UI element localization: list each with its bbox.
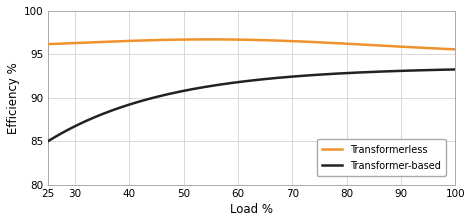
Y-axis label: Efficiency %: Efficiency % — [7, 62, 20, 134]
X-axis label: Load %: Load % — [230, 203, 273, 216]
Legend: Transformerless, Transformer-based: Transformerless, Transformer-based — [317, 139, 447, 176]
